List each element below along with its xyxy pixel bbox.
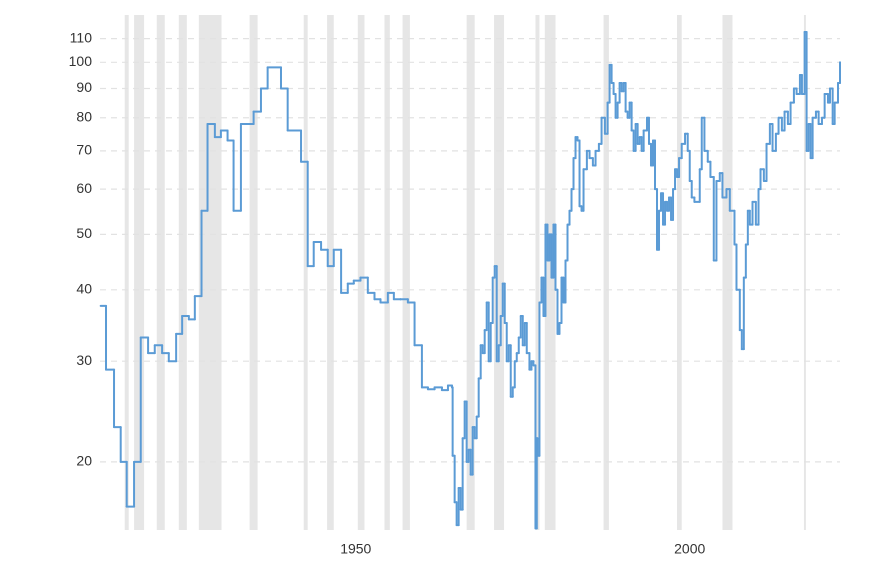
shaded-region xyxy=(603,15,609,530)
shaded-region xyxy=(494,15,505,530)
y-tick-label: 100 xyxy=(69,53,93,69)
y-tick-label: 60 xyxy=(76,180,92,196)
shaded-region xyxy=(466,15,475,530)
y-tick-label: 80 xyxy=(76,108,92,124)
y-tick-label: 40 xyxy=(76,280,92,296)
y-tick-label: 90 xyxy=(76,79,92,95)
y-tick-label: 30 xyxy=(76,352,92,368)
y-tick-label: 70 xyxy=(76,142,92,158)
y-tick-label: 20 xyxy=(76,453,92,469)
shaded-region xyxy=(134,15,145,530)
shaded-region xyxy=(677,15,682,530)
line-series xyxy=(99,30,842,530)
shaded-region xyxy=(544,15,556,530)
shaded-region xyxy=(722,15,733,530)
shaded-region xyxy=(535,15,540,530)
y-tick-label: 110 xyxy=(70,29,93,45)
shaded-region xyxy=(327,15,334,530)
shaded-region xyxy=(803,15,806,530)
shaded-region xyxy=(303,15,308,530)
shaded-region xyxy=(357,15,365,530)
shaded-region xyxy=(249,15,258,530)
x-tick-label: 1950 xyxy=(340,541,371,557)
x-tick-label: 2000 xyxy=(674,541,705,557)
shaded-region xyxy=(178,15,187,530)
shaded-region xyxy=(124,15,129,530)
shaded-region xyxy=(156,15,165,530)
shaded-region xyxy=(384,15,390,530)
y-tick-label: 50 xyxy=(76,225,92,241)
shaded-region xyxy=(198,15,222,530)
shaded-region xyxy=(402,15,410,530)
